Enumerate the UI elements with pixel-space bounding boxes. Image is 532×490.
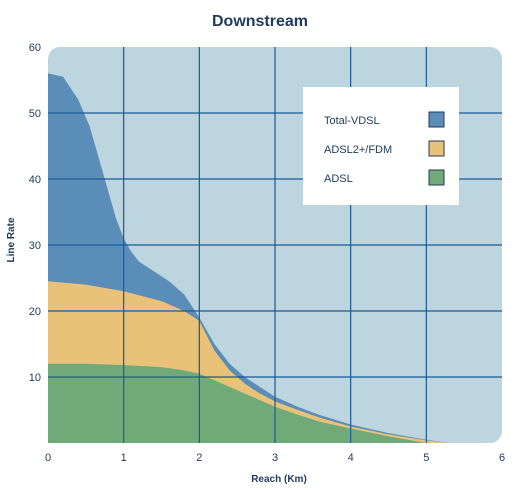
x-tick-label: 0	[45, 452, 51, 464]
y-tick-label: 20	[29, 306, 41, 318]
legend-swatch	[428, 169, 445, 186]
legend-label: ADSL2+/FDM	[324, 144, 392, 156]
y-tick-label: 60	[29, 42, 41, 54]
y-tick-label: 50	[29, 108, 41, 120]
x-tick-label: 4	[348, 452, 354, 464]
area-series-group	[48, 73, 450, 444]
x-tick-label: 5	[423, 452, 429, 464]
y-tick-labels: 10 20 30 40 50 60	[29, 42, 41, 384]
x-tick-labels: 0 1 2 3 4 5 6	[45, 452, 505, 464]
chart-title: Downstream	[212, 13, 308, 30]
y-tick-label: 30	[29, 240, 41, 252]
y-tick-label: 40	[29, 174, 41, 186]
x-tick-label: 2	[196, 452, 202, 464]
legend-swatch	[428, 111, 445, 128]
y-tick-label: 10	[29, 372, 41, 384]
y-axis-label: Line Rate	[6, 217, 17, 262]
legend-label: ADSL	[324, 173, 353, 185]
area-adsl	[48, 363, 427, 443]
x-tick-label: 1	[121, 452, 127, 464]
x-axis-label: Reach (Km)	[251, 474, 307, 485]
legend-swatch	[428, 140, 445, 157]
x-tick-label: 6	[499, 452, 505, 464]
legend-label: Total-VDSL	[324, 115, 380, 127]
legend: Total-VDSL ADSL2+/FDM ADSL	[303, 87, 459, 205]
x-tick-label: 3	[272, 452, 278, 464]
